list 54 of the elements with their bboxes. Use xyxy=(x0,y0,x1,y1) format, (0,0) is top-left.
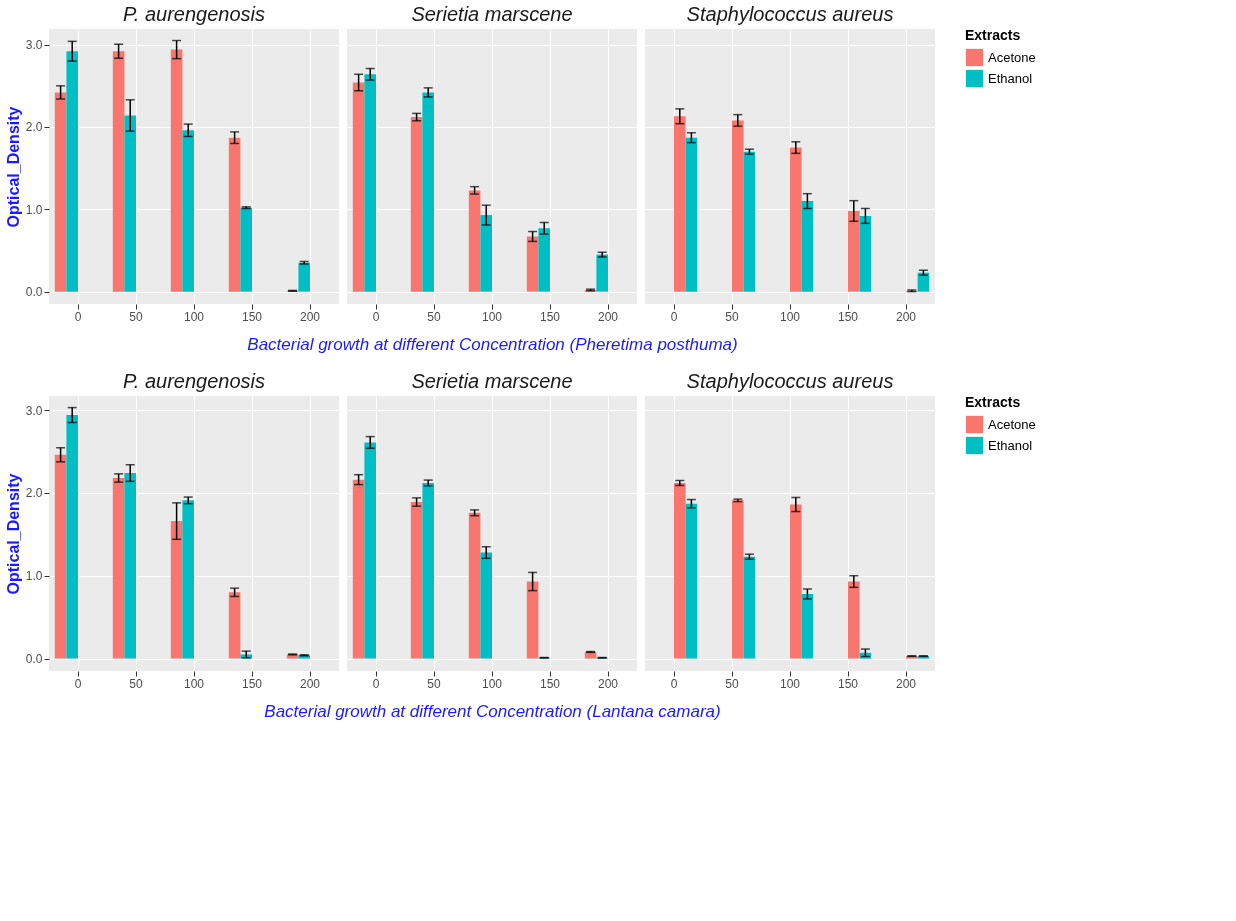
x-tick-label: 50 xyxy=(129,676,143,691)
y-tick-label: 3.0 xyxy=(25,38,43,53)
chart-title: Staphylococcus aureus xyxy=(686,3,894,25)
y-tick-label: 0.0 xyxy=(25,285,43,300)
x-tick-label: 100 xyxy=(779,309,801,324)
x-tick-label: 200 xyxy=(299,309,321,324)
legend-label: Ethanol xyxy=(988,70,1033,86)
x-tick-label: 150 xyxy=(539,676,561,691)
y-tick-label: 2.0 xyxy=(25,120,43,135)
x-axis-title: Bacterial growth at different Concentration (Pheretima posthuma) xyxy=(247,334,738,354)
legend-label: Ethanol xyxy=(988,437,1033,453)
x-tick-label: 0 xyxy=(74,309,82,324)
x-tick-label: 200 xyxy=(597,309,619,324)
chart-title: P. aurengenosis xyxy=(123,370,265,392)
x-tick-label: 200 xyxy=(895,676,917,691)
x-tick-label: 100 xyxy=(183,676,205,691)
x-tick-label: 0 xyxy=(670,676,678,691)
x-tick-label: 150 xyxy=(241,676,263,691)
legend-title: Extracts xyxy=(965,394,1021,410)
x-tick-label: 50 xyxy=(725,676,739,691)
x-tick-label: 50 xyxy=(427,309,441,324)
chart-title: Serietia marscene xyxy=(411,370,573,392)
x-tick-label: 100 xyxy=(183,309,205,324)
x-tick-label: 0 xyxy=(372,676,380,691)
x-tick-label: 100 xyxy=(481,676,503,691)
x-tick-label: 0 xyxy=(74,676,82,691)
y-tick-label: 2.0 xyxy=(25,486,43,501)
x-tick-label: 50 xyxy=(129,309,143,324)
x-tick-label: 100 xyxy=(481,309,503,324)
y-tick-label: 3.0 xyxy=(25,403,43,418)
x-tick-label: 150 xyxy=(837,309,859,324)
x-tick-label: 0 xyxy=(372,309,380,324)
x-axis-title: Bacterial growth at different Concentration (Lantana camara) xyxy=(264,701,721,721)
x-tick-label: 200 xyxy=(895,309,917,324)
x-tick-label: 150 xyxy=(837,676,859,691)
x-tick-label: 50 xyxy=(427,676,441,691)
y-axis-title: Optical_Density xyxy=(4,473,22,595)
x-tick-label: 150 xyxy=(539,309,561,324)
y-tick-label: 1.0 xyxy=(25,569,43,584)
x-tick-label: 150 xyxy=(241,309,263,324)
legend-label: Acetone xyxy=(988,49,1036,65)
y-axis-title: Optical_Density xyxy=(4,106,22,228)
y-tick-label: 1.0 xyxy=(25,202,43,217)
y-tick-label: 0.0 xyxy=(25,652,43,667)
chart-title: Staphylococcus aureus xyxy=(686,370,894,392)
legend-label: Acetone xyxy=(988,416,1036,432)
chart-title: P. aurengenosis xyxy=(123,3,265,25)
x-tick-label: 200 xyxy=(597,676,619,691)
chart-title: Serietia marscene xyxy=(411,3,573,25)
x-tick-label: 100 xyxy=(779,676,801,691)
x-tick-label: 50 xyxy=(725,309,739,324)
x-tick-label: 200 xyxy=(299,676,321,691)
legend-title: Extracts xyxy=(965,27,1021,43)
x-tick-label: 0 xyxy=(670,309,678,324)
